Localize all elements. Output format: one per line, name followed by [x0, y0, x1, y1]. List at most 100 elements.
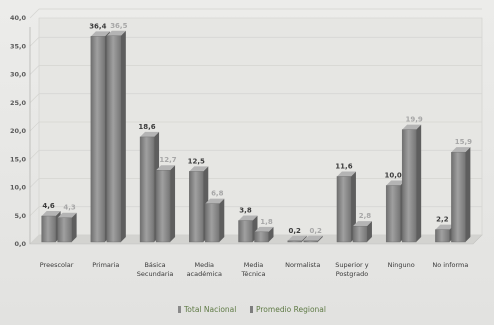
y-tick-label: 35,0	[10, 42, 27, 50]
data-label: 12,5	[188, 157, 205, 165]
y-tick-label: 5,0	[14, 212, 26, 220]
bar-total-nacional	[385, 185, 401, 243]
y-tick-label: 30,0	[10, 71, 27, 79]
bar-promedio-regional	[401, 129, 417, 243]
bar-side	[71, 212, 77, 242]
bar-top	[205, 198, 225, 204]
data-label: 0,2	[289, 227, 302, 235]
x-tick-line: Media	[195, 261, 215, 269]
gridline-side	[29, 121, 40, 132]
bar-total-nacional	[139, 136, 155, 243]
bar-side	[301, 235, 307, 242]
bar-top	[140, 131, 160, 137]
x-tick-line: Técnica	[241, 270, 266, 278]
x-tick-label: Normalista	[285, 261, 320, 269]
x-tick-line: Secundaria	[137, 270, 174, 278]
bar-top	[189, 166, 209, 172]
bar-total-nacional	[41, 215, 56, 243]
x-tick-line: Media	[244, 261, 264, 269]
bar-total-nacional	[336, 176, 352, 243]
legend-swatch	[178, 306, 181, 313]
x-tick-label: Superior y Postgrado	[335, 261, 369, 278]
x-tick-line: Primaria	[92, 261, 119, 269]
bar-promedio-regional	[254, 231, 269, 243]
legend-label: Total Nacional	[183, 305, 236, 314]
y-tick-label: 10,0	[10, 184, 27, 192]
bar-top	[303, 235, 323, 241]
bar-total-nacional	[90, 36, 106, 243]
gridline-side	[29, 8, 40, 19]
bar-side	[366, 221, 372, 242]
data-label: 19,9	[406, 116, 423, 124]
data-label: 2,2	[436, 216, 449, 224]
bar-side	[268, 226, 274, 242]
data-label: 6,8	[211, 190, 224, 198]
bar-top	[336, 171, 356, 177]
y-tick-label: 40,0	[10, 14, 27, 22]
bar-total-nacional	[287, 240, 302, 243]
bar-promedio-regional	[57, 217, 72, 243]
bar-top	[352, 221, 372, 227]
x-tick-label: Preescolar	[40, 261, 74, 269]
bar-top	[386, 180, 406, 186]
bar-top	[57, 212, 77, 218]
x-tick-line: No informa	[432, 261, 468, 269]
bar-promedio-regional	[303, 240, 318, 243]
bar-top	[402, 124, 422, 130]
bar-side	[317, 235, 323, 242]
x-tick-label: Básica Secundaria	[137, 261, 174, 278]
gridline-side	[29, 93, 40, 103]
data-label: 2,8	[359, 212, 372, 220]
data-label: 15,9	[455, 138, 472, 146]
x-tick-line: Básica	[144, 261, 165, 269]
bar-side	[350, 171, 356, 242]
bar-top	[451, 147, 471, 153]
bar-side	[416, 124, 422, 242]
data-label: 10,0	[385, 172, 402, 180]
legend-swatch	[250, 306, 253, 313]
y-tick-label: 20,0	[10, 127, 27, 135]
bar-top	[156, 165, 176, 171]
bar-side	[465, 147, 471, 242]
bar-promedio-regional	[352, 225, 368, 243]
x-tick-label: Media académica	[187, 261, 222, 278]
x-tick-label: Media Técnica	[241, 261, 266, 278]
data-label: 11,6	[335, 162, 352, 170]
bar-promedio-regional	[205, 203, 220, 243]
data-label: 4,3	[63, 204, 76, 212]
bar-total-nacional	[435, 229, 450, 243]
legend-label: Promedio Regional	[256, 305, 326, 314]
bar-side	[170, 165, 176, 242]
data-label: 12,7	[159, 156, 176, 164]
y-tick-label: 25,0	[10, 99, 27, 107]
x-tick-line: Superior y	[335, 261, 369, 269]
bar-promedio-regional	[155, 170, 171, 243]
y-tick-label: 15,0	[10, 155, 27, 163]
x-tick-line: Postgrado	[336, 270, 369, 278]
data-label: 36,5	[110, 22, 127, 30]
bar-promedio-regional	[106, 35, 122, 243]
bar-side	[219, 198, 225, 242]
gridline-side	[29, 178, 40, 188]
x-tick-line: Ninguno	[388, 261, 415, 269]
x-tick-label: Ninguno	[388, 261, 415, 269]
data-label: 4,6	[42, 202, 55, 210]
bar-top	[287, 235, 307, 241]
gridline-side	[29, 150, 40, 160]
bar-top	[254, 226, 274, 232]
bar-top	[435, 224, 455, 230]
bar-top	[238, 215, 258, 221]
gridline-side	[29, 37, 40, 47]
data-label: 36,4	[89, 22, 106, 30]
x-tick-line: Preescolar	[40, 261, 74, 269]
x-tick-label: No informa	[432, 261, 468, 269]
gridline-side	[29, 206, 40, 216]
x-tick-label: Primaria	[92, 261, 119, 269]
x-tick-line: Normalista	[285, 261, 320, 269]
gridline-side	[29, 65, 40, 75]
bar-total-nacional	[189, 171, 204, 243]
bar-total-nacional	[238, 220, 253, 243]
y-tick-label: 0,0	[14, 240, 26, 248]
